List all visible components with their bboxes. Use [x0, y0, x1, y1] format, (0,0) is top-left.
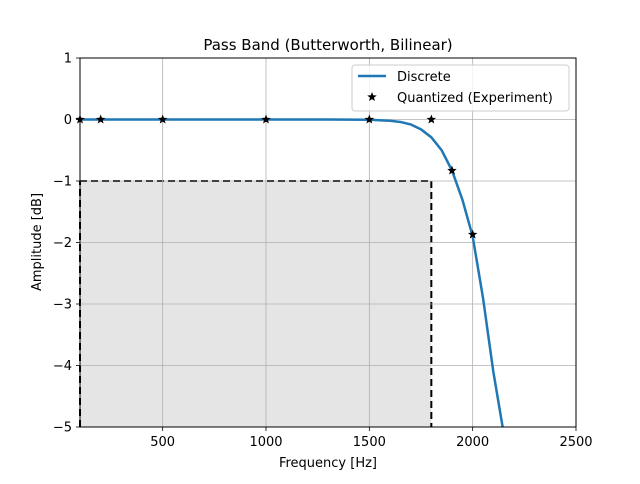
legend-discrete-label: Discrete	[397, 70, 451, 85]
y-tick-label: 0	[64, 113, 72, 128]
x-tick-label: 1500	[353, 435, 386, 450]
legend-box	[351, 64, 570, 112]
chart-title: Pass Band (Butterworth, Bilinear)	[203, 36, 452, 54]
y-tick-label: −5	[53, 421, 72, 436]
legend-quantized-label: Quantized (Experiment)	[397, 91, 553, 106]
y-tick-label: −4	[53, 359, 72, 374]
y-tick-label: −1	[53, 175, 72, 190]
legend: Discrete Quantized (Experiment)	[351, 64, 570, 112]
data-point-quantized	[261, 114, 271, 124]
y-tick-label: −2	[53, 236, 72, 251]
y-axis-label: Amplitude [dB]	[30, 193, 45, 291]
x-tick-label: 1000	[249, 435, 282, 450]
plot-area	[75, 57, 577, 428]
legend-quantized-marker-swatch	[367, 92, 377, 102]
x-tick-label: 2500	[559, 435, 592, 450]
data-point-quantized	[447, 165, 457, 175]
data-point-quantized	[157, 114, 168, 124]
x-axis-label: Frequency [Hz]	[279, 456, 377, 471]
y-tick-label: 1	[64, 52, 72, 67]
data-point-quantized	[467, 229, 478, 239]
data-point-quantized	[364, 114, 375, 124]
x-tick-label: 500	[150, 435, 175, 450]
data-point-quantized	[95, 114, 106, 124]
y-tick-label: −3	[53, 298, 72, 313]
series-line-discrete	[80, 118, 504, 427]
data-point-quantized	[426, 114, 437, 124]
x-tick-label: 2000	[456, 435, 489, 450]
tick-layer: 500 1000 1500 2000 2500 −5 −4 −3 −2 −1 0 1	[53, 52, 593, 451]
